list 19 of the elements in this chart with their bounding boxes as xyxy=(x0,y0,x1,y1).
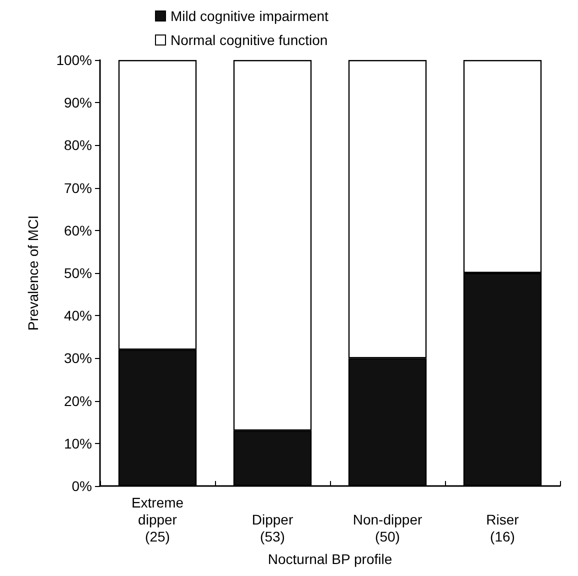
legend-label: Mild cognitive impairment xyxy=(170,8,329,24)
y-tick-label: 100% xyxy=(56,52,92,68)
y-tick-label: 70% xyxy=(64,180,92,196)
y-tick-label: 90% xyxy=(64,94,92,111)
legend-label: Normal cognitive function xyxy=(170,32,328,48)
x-axis-title: Nocturnal BP profile xyxy=(268,551,392,567)
y-tick-label: 40% xyxy=(64,308,92,324)
x-tick-label: Extreme dipper (25) xyxy=(131,494,184,544)
x-tick-label: Non-dipper (50) xyxy=(352,512,422,544)
y-tick-label: 60% xyxy=(64,222,92,238)
y-tick-label: 10% xyxy=(64,435,92,452)
y-tick-label: 30% xyxy=(64,350,92,366)
y-axis-title: Prevalence of MCI xyxy=(25,215,41,331)
x-tick-label: Dipper (53) xyxy=(252,512,294,544)
y-tick-label: 50% xyxy=(64,265,92,281)
y-tick-label: 80% xyxy=(64,137,92,154)
x-tick-label: Riser (16) xyxy=(486,512,520,544)
y-tick-label: 0% xyxy=(72,478,92,494)
y-tick-label: 20% xyxy=(64,392,92,409)
